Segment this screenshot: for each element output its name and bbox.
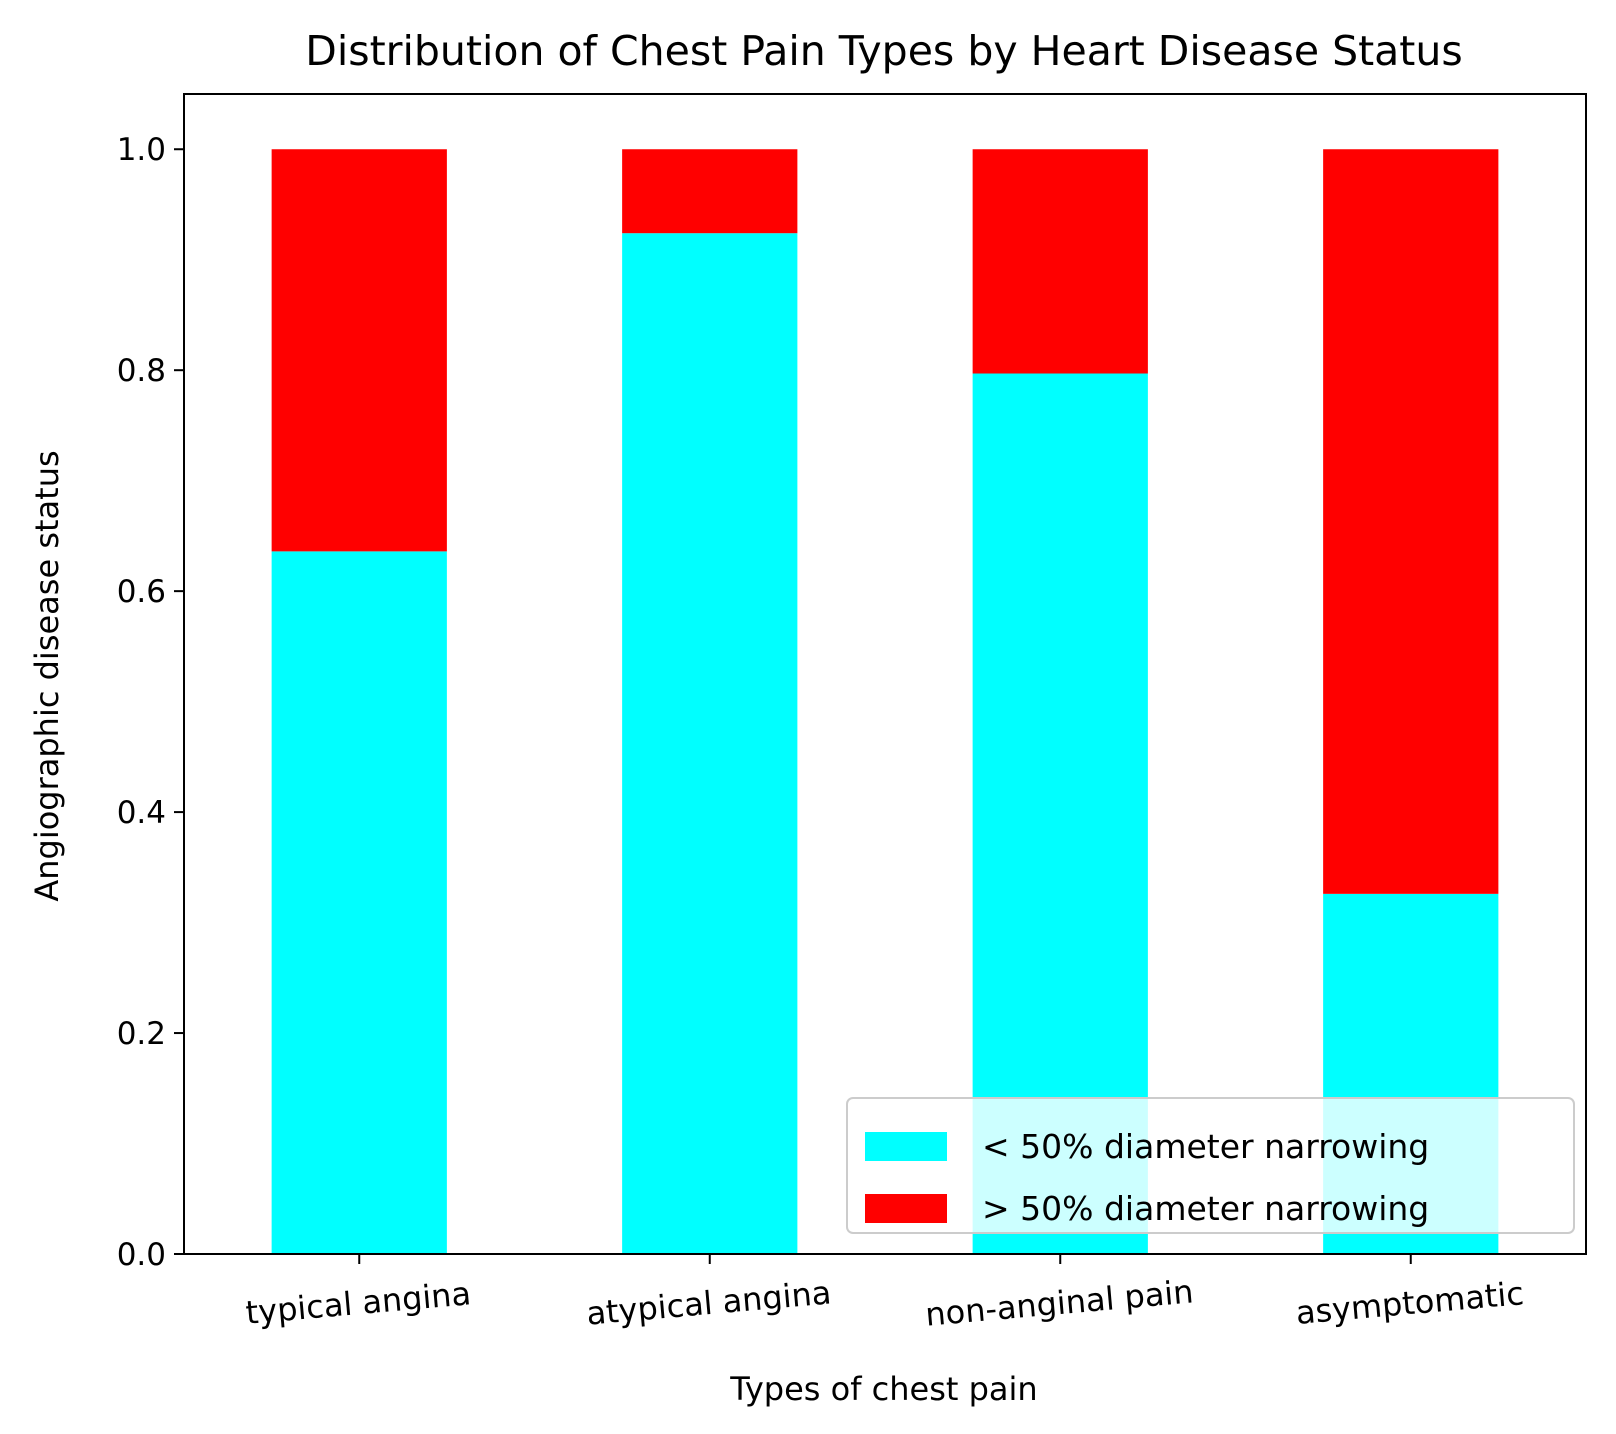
y-tick-label: 0.0 [117,1237,166,1273]
legend-swatch [865,1194,947,1223]
legend-label: < 50% diameter narrowing [982,1127,1429,1166]
plot-frame [183,93,1587,1255]
bar-segment-2-4 [1323,149,1499,894]
y-tick-label: 0.6 [117,574,166,610]
bar-segment-1-2 [622,233,798,1254]
bar-segment-1-1 [271,551,447,1254]
bar-segment-2-3 [972,149,1148,374]
legend-swatch [865,1132,947,1161]
y-tick-label: 1.0 [117,132,166,168]
legend: < 50% diameter narrowing > 50% diameter n… [846,1097,1575,1234]
x-tick-label: asymptomatic [1294,1274,1525,1332]
legend-box [846,1097,1575,1234]
x-tick-label: typical angina [244,1274,472,1332]
bar-segment-2-1 [271,149,447,552]
x-tick-label: non-anginal pain [924,1272,1195,1333]
legend-label: > 50% diameter narrowing [982,1189,1429,1228]
x-tick-label: atypical angina [585,1273,833,1332]
bars-layer [271,149,1499,1254]
y-tick-label: 0.4 [117,795,166,831]
y-tick-label: 0.2 [117,1016,166,1052]
y-axis-label: Angiographic disease status [28,450,66,901]
bar-segment-2-2 [622,149,798,234]
x-axis-label: Types of chest pain [729,1370,1037,1408]
chart-title: Distribution of Chest Pain Types by Hear… [305,27,1462,75]
y-tick-label: 0.8 [117,353,166,389]
